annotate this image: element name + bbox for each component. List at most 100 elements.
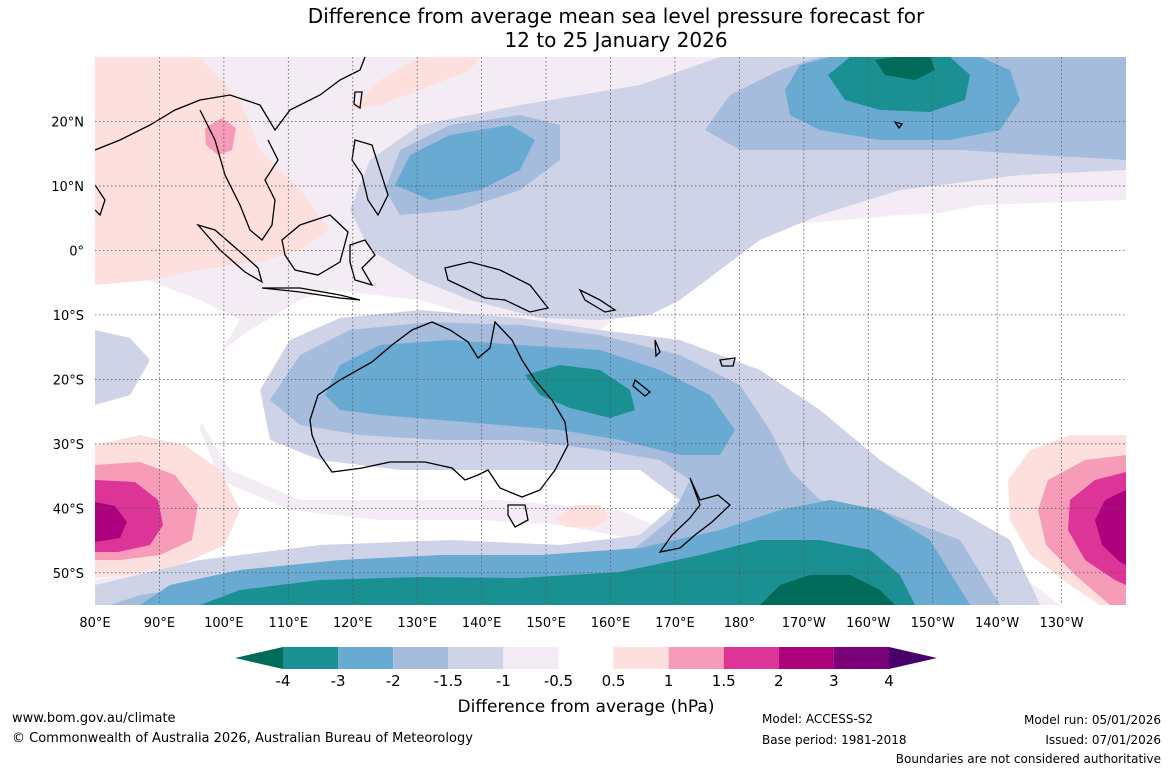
- anomaly-band-neg4-north-pacific: [875, 57, 935, 80]
- lon-label: 120°E: [333, 616, 373, 631]
- colorbar-swatch: [503, 647, 559, 669]
- colorbar-tick-label: -1: [496, 672, 511, 690]
- coastline-australia: [309, 320, 569, 498]
- lon-label: 140°W: [975, 616, 1019, 631]
- anomaly-band-neg3-north-pacific: [828, 57, 970, 112]
- coastline-indochina: [199, 109, 279, 241]
- colorbar-tick-label: 4: [884, 672, 894, 690]
- colorbar-swatch: [283, 647, 339, 669]
- lon-label: 180°: [724, 616, 755, 631]
- lat-label: 0°: [69, 244, 84, 259]
- coastline-solomons: [578, 288, 617, 313]
- colorbar-swatch: [723, 647, 779, 669]
- lat-label: 20°S: [53, 373, 84, 388]
- anomaly-band-neg4-southern-ocean: [760, 575, 895, 605]
- colorbar-swatch: [338, 647, 394, 669]
- footer-model: Model: ACCESS-S2: [762, 712, 874, 726]
- colorbar-tick-label: 0.5: [602, 672, 626, 690]
- colorbar-swatch: [393, 647, 449, 669]
- colorbar-swatch: [668, 647, 724, 669]
- anomaly-band-neg1-west-indian: [95, 330, 150, 405]
- coastline-asia: [95, 57, 366, 151]
- lon-label: 130°W: [1039, 616, 1083, 631]
- lon-label: 170°E: [655, 616, 695, 631]
- footer-copyright: © Commonwealth of Australia 2026, Austra…: [12, 731, 473, 746]
- colorbar-tick-label: -1.5: [434, 672, 463, 690]
- lat-label: 10°S: [53, 309, 84, 324]
- footer-base-period: Base period: 1981-2018: [762, 733, 907, 747]
- map-area: [95, 57, 1126, 605]
- lon-label: 170°W: [782, 616, 826, 631]
- anomaly-band-pos05-tasman: [555, 505, 610, 527]
- colorbar-tick-label: -4: [276, 672, 291, 690]
- lon-label: 100°E: [204, 616, 244, 631]
- lat-label: 50°S: [53, 567, 84, 582]
- footer-website[interactable]: www.bom.gov.au/climate: [12, 711, 176, 726]
- lon-label: 160°E: [591, 616, 631, 631]
- colorbar-swatch: [833, 647, 889, 669]
- title-line-1: Difference from average mean sea level p…: [307, 4, 925, 28]
- anomaly-band-neg2-australia: [325, 340, 735, 455]
- lat-label: 10°N: [51, 180, 84, 195]
- coastline-philippines: [351, 139, 389, 217]
- colorbar-tick-label: 1.5: [712, 672, 736, 690]
- coastline-tasmania: [507, 504, 529, 528]
- footer-issued: Issued: 07/01/2026: [1045, 733, 1161, 747]
- colorbar-tick-label: 1: [664, 672, 674, 690]
- coastline-hawaii: [893, 120, 904, 130]
- lon-label: 150°E: [526, 616, 566, 631]
- colorbar-swatch: [448, 647, 504, 669]
- coastline-new-caledonia: [632, 378, 652, 397]
- lon-label: 110°E: [269, 616, 309, 631]
- title-line-2: 12 to 25 January 2026: [504, 28, 728, 52]
- coastline-india: [95, 184, 106, 217]
- colorbar-tick-label: 2: [774, 672, 784, 690]
- lat-label: 40°S: [53, 502, 84, 517]
- anomaly-band-neg3-southern-ocean: [200, 540, 915, 605]
- neutral-band-south-pacific: [700, 205, 1126, 520]
- anomaly-band-pos2-se-pacific: [1095, 490, 1126, 565]
- latitude-labels: 20°N 10°N 0° 10°S 20°S 30°S 40°S 50°S: [51, 115, 84, 581]
- lon-label: 140°E: [462, 616, 502, 631]
- coastline-borneo: [281, 214, 349, 276]
- anomaly-band-pos2-indian-ocean: [95, 502, 127, 542]
- lon-label: 150°W: [911, 616, 955, 631]
- lon-label: 130°E: [397, 616, 437, 631]
- anomaly-band-neg1-east-pacific: [1080, 118, 1115, 140]
- anomaly-band-pos05-asia: [95, 57, 330, 285]
- coastlines: [95, 57, 904, 553]
- colorbar-tick-label: -0.5: [544, 672, 573, 690]
- anomaly-band-pos1-indochina: [205, 118, 236, 155]
- colorbar-tick-label: 3: [829, 672, 839, 690]
- lat-label: 20°N: [51, 115, 84, 130]
- colorbar-tick-label: -3: [331, 672, 346, 690]
- colorbar-swatch: [613, 647, 669, 669]
- longitude-labels: 80°E 90°E 100°E 110°E 120°E 130°E 140°E 150°E 16…: [79, 616, 1083, 631]
- anomaly-band-neg3-australia: [525, 365, 635, 418]
- colorbar-extend-high: [889, 647, 937, 669]
- colorbar-extend-low: [235, 647, 283, 669]
- lon-label: 160°W: [846, 616, 890, 631]
- footer-disclaimer: Boundaries are not considered authoritat…: [895, 752, 1161, 766]
- graticule: [95, 57, 1126, 605]
- coastline-taiwan: [353, 91, 363, 110]
- coastline-sulawesi: [349, 239, 376, 287]
- colorbar-tick-label: -2: [386, 672, 401, 690]
- colorbar-labels: -4 -3 -2 -1.5 -1 -0.5 0.5 1 1.5 2 3 4: [276, 672, 894, 690]
- lon-label: 90°E: [144, 616, 175, 631]
- coastline-fiji: [719, 357, 736, 367]
- chart-title: Difference from average mean sea level p…: [0, 4, 1173, 52]
- coastline-new-zealand: [658, 477, 731, 553]
- colorbar-swatch: [778, 647, 834, 669]
- coastline-vanuatu: [654, 339, 661, 358]
- colorbar: [235, 647, 937, 669]
- anomaly-band-neg2-nw-pacific: [395, 125, 535, 200]
- coastline-new-guinea: [444, 261, 550, 313]
- colorbar-swatch: [558, 647, 614, 669]
- footer-model-run: Model run: 05/01/2026: [1023, 713, 1161, 727]
- anomaly-band-pos05-east-asia: [350, 57, 480, 110]
- colorbar-title: Difference from average (hPa): [458, 697, 715, 717]
- coastline-java: [261, 287, 361, 301]
- lat-label: 30°S: [53, 438, 84, 453]
